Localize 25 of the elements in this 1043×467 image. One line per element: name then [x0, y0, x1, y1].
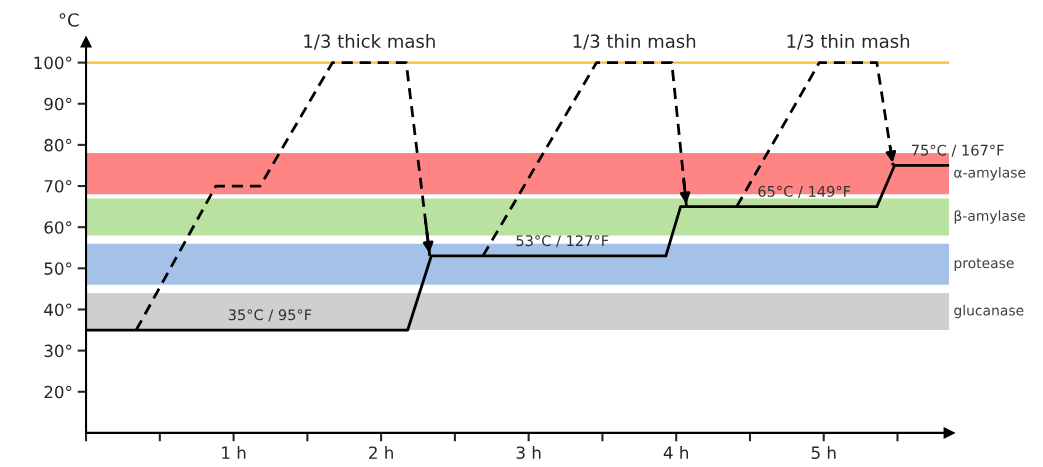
annotation: 53°C / 127°F — [516, 235, 609, 248]
y-tick-label: 30° — [44, 344, 72, 358]
series-label: 1/3 thin mash — [573, 34, 696, 50]
x-tick-label: 5 h — [811, 446, 836, 459]
y-tick-label: 20° — [44, 385, 72, 399]
series-label: 1/3 thick mash — [304, 34, 435, 50]
y-tick-label: 100° — [34, 56, 72, 70]
series-label: 1/3 thin mash — [787, 34, 910, 50]
x-tick-label: 2 h — [369, 446, 393, 459]
band-label: α-amylase — [954, 166, 1026, 181]
band-label: protease — [954, 258, 1014, 271]
x-tick-label: 1 h — [222, 446, 246, 459]
y-tick-label: 60° — [44, 221, 72, 234]
y-tick-label: 40° — [44, 303, 72, 317]
y-axis-title: °C — [59, 13, 79, 27]
y-tick-label: 80° — [44, 138, 72, 152]
band-label: β-amylase — [954, 210, 1025, 224]
x-tick-label: 3 h — [516, 446, 541, 459]
x-tick-label: 4 h — [663, 446, 689, 459]
y-tick-label: 90° — [44, 97, 72, 111]
y-tick-label: 70° — [44, 180, 72, 193]
y-tick-label: 50° — [44, 262, 72, 275]
annotation: 65°C / 149°F — [758, 185, 851, 198]
band-label: glucanase — [954, 304, 1024, 319]
annotation: 35°C / 95°F — [228, 309, 312, 322]
